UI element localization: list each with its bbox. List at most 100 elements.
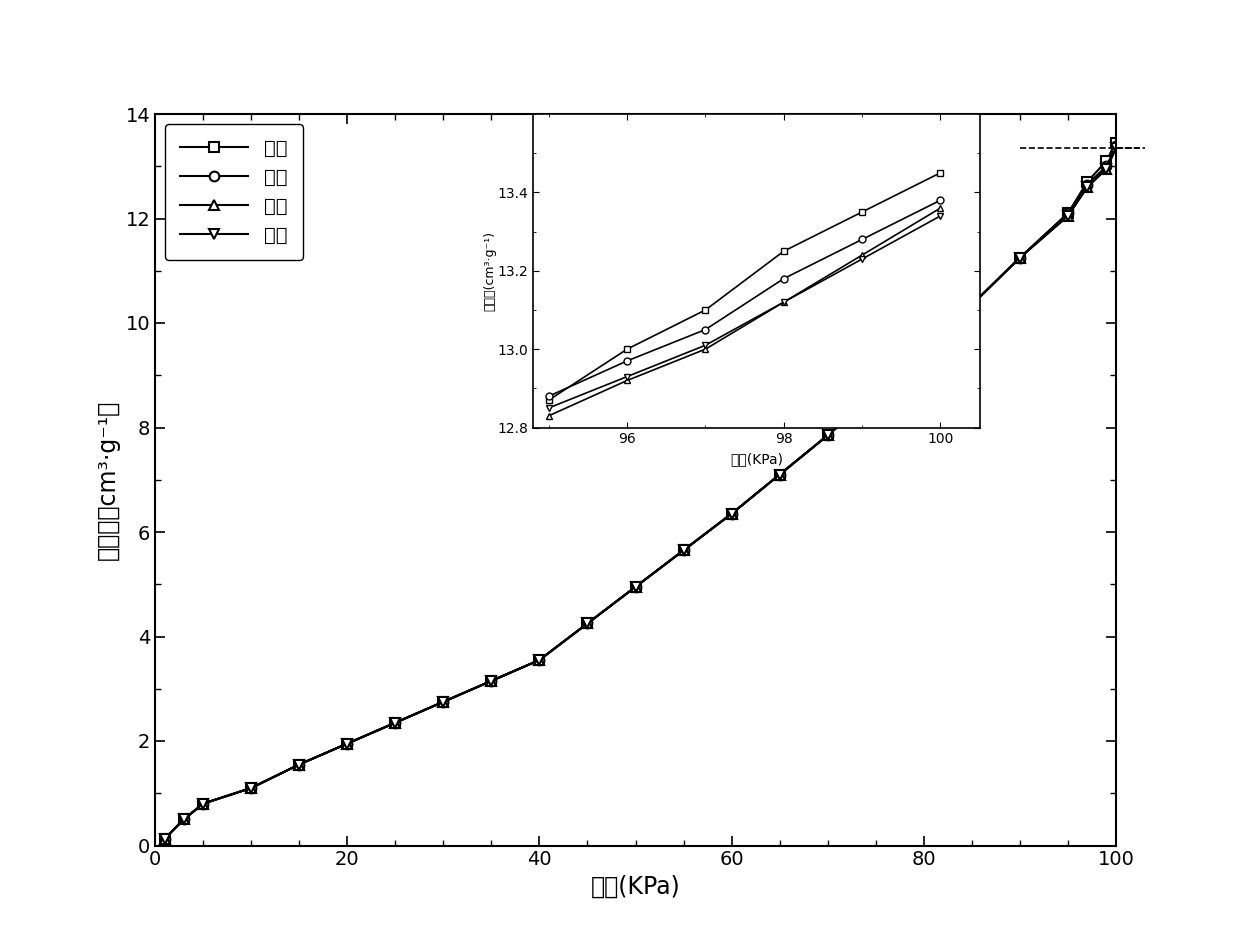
三次: [580, 618, 595, 629]
一次: [484, 675, 498, 687]
一次: [627, 581, 642, 593]
一次: [1099, 155, 1114, 167]
一次: [724, 508, 739, 520]
三次: [1012, 252, 1027, 263]
四次: [627, 581, 642, 593]
二次: [196, 798, 211, 809]
四次: [484, 675, 498, 687]
一次: [196, 798, 211, 809]
一次: [436, 696, 451, 708]
三次: [868, 388, 883, 399]
一次: [1080, 177, 1095, 188]
四次: [532, 655, 547, 666]
三次: [965, 299, 980, 311]
三次: [1060, 210, 1075, 221]
三次: [627, 581, 642, 593]
三次: [724, 508, 739, 520]
四次: [1012, 252, 1027, 263]
二次: [243, 783, 258, 794]
三次: [176, 813, 191, 825]
一次: [868, 388, 883, 399]
三次: [916, 344, 931, 355]
三次: [243, 783, 258, 794]
二次: [627, 581, 642, 593]
四次: [724, 508, 739, 520]
二次: [773, 469, 787, 481]
二次: [388, 717, 403, 729]
四次: [388, 717, 403, 729]
二次: [1099, 161, 1114, 172]
Line: 四次: 四次: [160, 143, 1121, 844]
一次: [1012, 252, 1027, 263]
Line: 三次: 三次: [160, 142, 1121, 844]
三次: [291, 759, 306, 770]
四次: [1060, 210, 1075, 221]
二次: [484, 675, 498, 687]
二次: [157, 833, 172, 845]
二次: [1080, 179, 1095, 190]
四次: [916, 344, 931, 355]
三次: [484, 675, 498, 687]
二次: [436, 696, 451, 708]
一次: [1060, 208, 1075, 219]
四次: [580, 618, 595, 629]
二次: [821, 429, 836, 441]
三次: [1109, 142, 1123, 153]
三次: [388, 717, 403, 729]
三次: [676, 544, 691, 556]
Y-axis label: 吸附量（cm³·g⁻¹）: 吸附量（cm³·g⁻¹）: [95, 400, 120, 560]
Legend: 一次, 二次, 三次, 四次: 一次, 二次, 三次, 四次: [165, 124, 303, 260]
四次: [1080, 181, 1095, 193]
一次: [243, 783, 258, 794]
三次: [196, 798, 211, 809]
一次: [965, 299, 980, 311]
三次: [1080, 181, 1095, 193]
一次: [157, 833, 172, 845]
四次: [291, 759, 306, 770]
三次: [532, 655, 547, 666]
二次: [1012, 252, 1027, 263]
一次: [291, 759, 306, 770]
二次: [965, 299, 980, 311]
一次: [340, 738, 355, 750]
三次: [1099, 163, 1114, 175]
X-axis label: 压强(KPa): 压强(KPa): [730, 452, 782, 466]
三次: [821, 429, 836, 441]
Y-axis label: 吸附量(cm³·g⁻¹): 吸附量(cm³·g⁻¹): [484, 231, 496, 311]
二次: [916, 344, 931, 355]
二次: [532, 655, 547, 666]
三次: [773, 469, 787, 481]
四次: [243, 783, 258, 794]
Line: 一次: 一次: [160, 138, 1121, 844]
二次: [724, 508, 739, 520]
四次: [965, 299, 980, 311]
Line: 二次: 二次: [160, 142, 1121, 844]
四次: [773, 469, 787, 481]
一次: [532, 655, 547, 666]
一次: [676, 544, 691, 556]
四次: [1109, 142, 1123, 154]
四次: [157, 833, 172, 845]
二次: [868, 388, 883, 399]
四次: [821, 429, 836, 441]
二次: [580, 618, 595, 629]
四次: [868, 388, 883, 399]
三次: [340, 738, 355, 750]
二次: [291, 759, 306, 770]
一次: [821, 429, 836, 441]
四次: [436, 696, 451, 708]
一次: [388, 717, 403, 729]
一次: [1109, 137, 1123, 148]
二次: [676, 544, 691, 556]
二次: [1109, 141, 1123, 152]
四次: [340, 738, 355, 750]
四次: [1099, 163, 1114, 175]
X-axis label: 压强(KPa): 压强(KPa): [590, 875, 681, 899]
二次: [340, 738, 355, 750]
一次: [773, 469, 787, 481]
四次: [176, 813, 191, 825]
一次: [176, 813, 191, 825]
四次: [196, 798, 211, 809]
一次: [580, 618, 595, 629]
一次: [916, 344, 931, 355]
